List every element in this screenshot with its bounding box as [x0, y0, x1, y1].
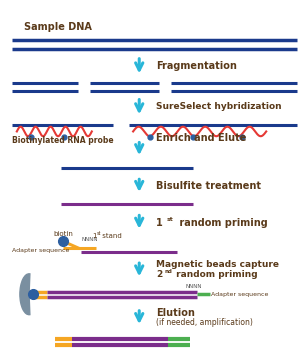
Text: st: st — [166, 217, 173, 222]
Text: Adapter sequence: Adapter sequence — [211, 292, 269, 297]
Text: Adapter sequence: Adapter sequence — [12, 248, 69, 253]
Text: SureSelect hybridization: SureSelect hybridization — [156, 103, 282, 112]
Text: random priming: random priming — [176, 218, 268, 228]
Text: biotin: biotin — [54, 231, 73, 237]
Text: st: st — [96, 231, 101, 236]
Wedge shape — [20, 274, 30, 315]
Text: Elution: Elution — [156, 308, 195, 318]
Text: Enrich and Elute: Enrich and Elute — [156, 132, 246, 143]
Text: nd: nd — [165, 269, 173, 274]
Text: Bisulfite treatment: Bisulfite treatment — [156, 181, 261, 191]
Text: Magnetic beads capture: Magnetic beads capture — [156, 260, 279, 269]
Text: NNNN: NNNN — [81, 237, 98, 242]
Text: 1: 1 — [92, 233, 96, 239]
Text: 1: 1 — [156, 218, 163, 228]
Text: stand: stand — [100, 233, 121, 239]
Text: 2: 2 — [156, 270, 162, 279]
Text: (if needed, amplification): (if needed, amplification) — [156, 318, 253, 327]
Text: random priming: random priming — [173, 270, 258, 279]
Text: Fragmentation: Fragmentation — [156, 61, 237, 71]
Text: Biotinylated RNA probe: Biotinylated RNA probe — [12, 136, 114, 145]
Text: Sample DNA: Sample DNA — [24, 22, 92, 31]
Text: NNNN: NNNN — [185, 284, 202, 288]
